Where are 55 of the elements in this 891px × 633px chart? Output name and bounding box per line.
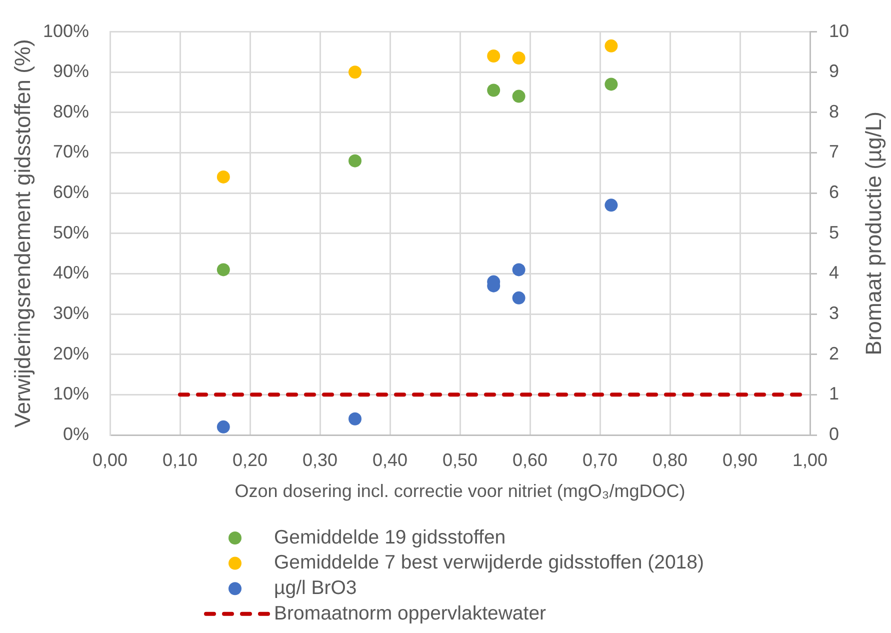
legend-label: µg/l BrO3 bbox=[274, 576, 357, 599]
y2-tick-label: 2 bbox=[829, 343, 840, 364]
y-tick-label: 50% bbox=[52, 222, 89, 242]
point bbox=[348, 154, 362, 168]
x-tick-label: 0,20 bbox=[232, 450, 268, 470]
point bbox=[216, 420, 230, 434]
y2-tick-label: 5 bbox=[829, 222, 840, 242]
y-tick-label: 70% bbox=[52, 142, 89, 162]
y2-tick-label: 8 bbox=[829, 101, 840, 122]
point bbox=[487, 84, 500, 97]
x-tick-label: 0,10 bbox=[162, 450, 198, 470]
x-tick-label: 0,60 bbox=[512, 450, 548, 470]
legend-label: Bromaatnorm oppervlaktewater bbox=[274, 602, 547, 624]
y-tick-label: 30% bbox=[52, 303, 89, 324]
point bbox=[512, 291, 526, 304]
y-tick-label: 90% bbox=[52, 61, 89, 82]
point bbox=[512, 90, 526, 103]
point bbox=[348, 412, 362, 426]
y-tick-label: 80% bbox=[52, 101, 89, 122]
y2-tick-label: 1 bbox=[829, 384, 840, 404]
y-tick-label: 100% bbox=[42, 20, 89, 41]
y-tick-label: 10% bbox=[52, 384, 89, 404]
y2-tick-label: 7 bbox=[829, 142, 840, 162]
x-tick-label: 0,70 bbox=[582, 450, 618, 470]
legend-label: Gemiddelde 19 gidsstoffen bbox=[274, 526, 506, 548]
point bbox=[512, 263, 526, 276]
point bbox=[216, 170, 230, 184]
point bbox=[348, 66, 362, 79]
y-tick-label: 0% bbox=[62, 424, 89, 444]
y-axis-title: Verwijderingsrendement gidsstoffen (%) bbox=[10, 39, 36, 428]
x-tick-label: 0,80 bbox=[652, 450, 688, 470]
x-tick-label: 1,00 bbox=[792, 450, 828, 470]
y-tick-label: 60% bbox=[52, 182, 89, 202]
x-tick-label: 0,30 bbox=[302, 450, 338, 470]
x-tick-label: 0,50 bbox=[442, 450, 478, 470]
y-tick-label: 20% bbox=[52, 343, 89, 364]
y2-tick-label: 9 bbox=[829, 61, 840, 82]
x-tick-label: 0,40 bbox=[372, 450, 408, 470]
point bbox=[216, 263, 230, 276]
point bbox=[487, 49, 500, 62]
x-axis-title: Ozon dosering incl. correctie voor nitriet (mgO₃/mgDOC) bbox=[234, 480, 686, 501]
y2-tick-label: 6 bbox=[829, 182, 840, 202]
legend-label: Gemiddelde 7 best verwijderde gidsstoffen (2018) bbox=[274, 552, 704, 574]
point bbox=[604, 198, 618, 212]
y2-axis-title: Bromaat productie (µg/L) bbox=[861, 112, 886, 356]
y-tick-label: 40% bbox=[52, 262, 89, 283]
point bbox=[604, 39, 618, 52]
y2-tick-label: 10 bbox=[829, 20, 850, 41]
y2-tick-label: 0 bbox=[829, 424, 840, 444]
point bbox=[512, 52, 526, 65]
x-tick-label: 0,90 bbox=[722, 450, 758, 470]
y2-tick-label: 3 bbox=[829, 303, 840, 324]
y2-tick-label: 4 bbox=[829, 262, 840, 283]
point bbox=[604, 78, 618, 91]
x-tick-label: 0,00 bbox=[92, 450, 128, 470]
